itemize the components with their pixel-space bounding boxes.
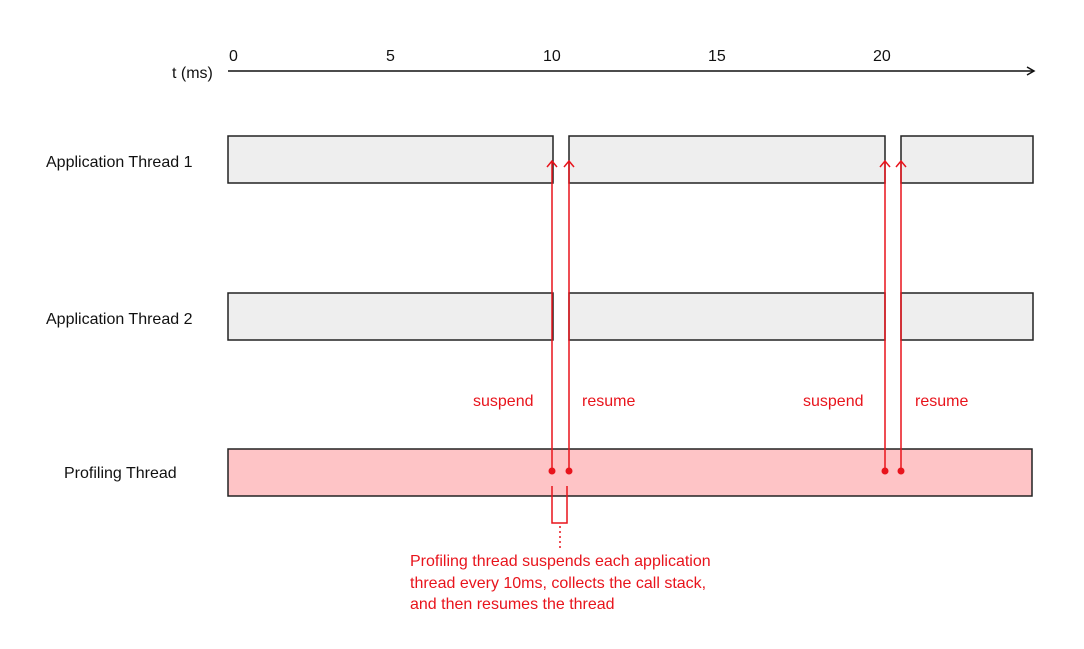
thread-label-profiling: Profiling Thread [64, 465, 177, 482]
tick-label: 20 [873, 48, 891, 65]
event-label-resume: resume [915, 393, 968, 410]
run-segment [900, 135, 1034, 184]
event-label-resume: resume [582, 393, 635, 410]
event-label-suspend: suspend [803, 393, 864, 410]
interval-bracket [551, 486, 568, 524]
thread-label-app-1: Application Thread 1 [46, 154, 193, 171]
run-segment [227, 292, 554, 341]
app-thread-1-timeline [227, 135, 1034, 184]
event-label-suspend: suspend [473, 393, 534, 410]
profiling-thread-timeline [227, 448, 1033, 497]
tick-label: 0 [229, 48, 238, 65]
annotation-line: and then resumes the thread [410, 596, 615, 613]
tick-label: 10 [543, 48, 561, 65]
annotation-line: Profiling thread suspends each applicati… [410, 553, 711, 570]
annotation-line: thread every 10ms, collects the call sta… [410, 575, 706, 592]
tick-label: 5 [386, 48, 395, 65]
event-dot [881, 467, 889, 475]
run-segment [227, 135, 554, 184]
app-thread-2-timeline [227, 292, 1034, 341]
event-dot [548, 467, 556, 475]
thread-label-app-2: Application Thread 2 [46, 311, 193, 328]
event-dot [565, 467, 573, 475]
run-segment [568, 135, 886, 184]
axis-label: t (ms) [172, 65, 213, 82]
run-segment [568, 292, 886, 341]
run-segment [900, 292, 1034, 341]
event-dot [897, 467, 905, 475]
tick-label: 15 [708, 48, 726, 65]
